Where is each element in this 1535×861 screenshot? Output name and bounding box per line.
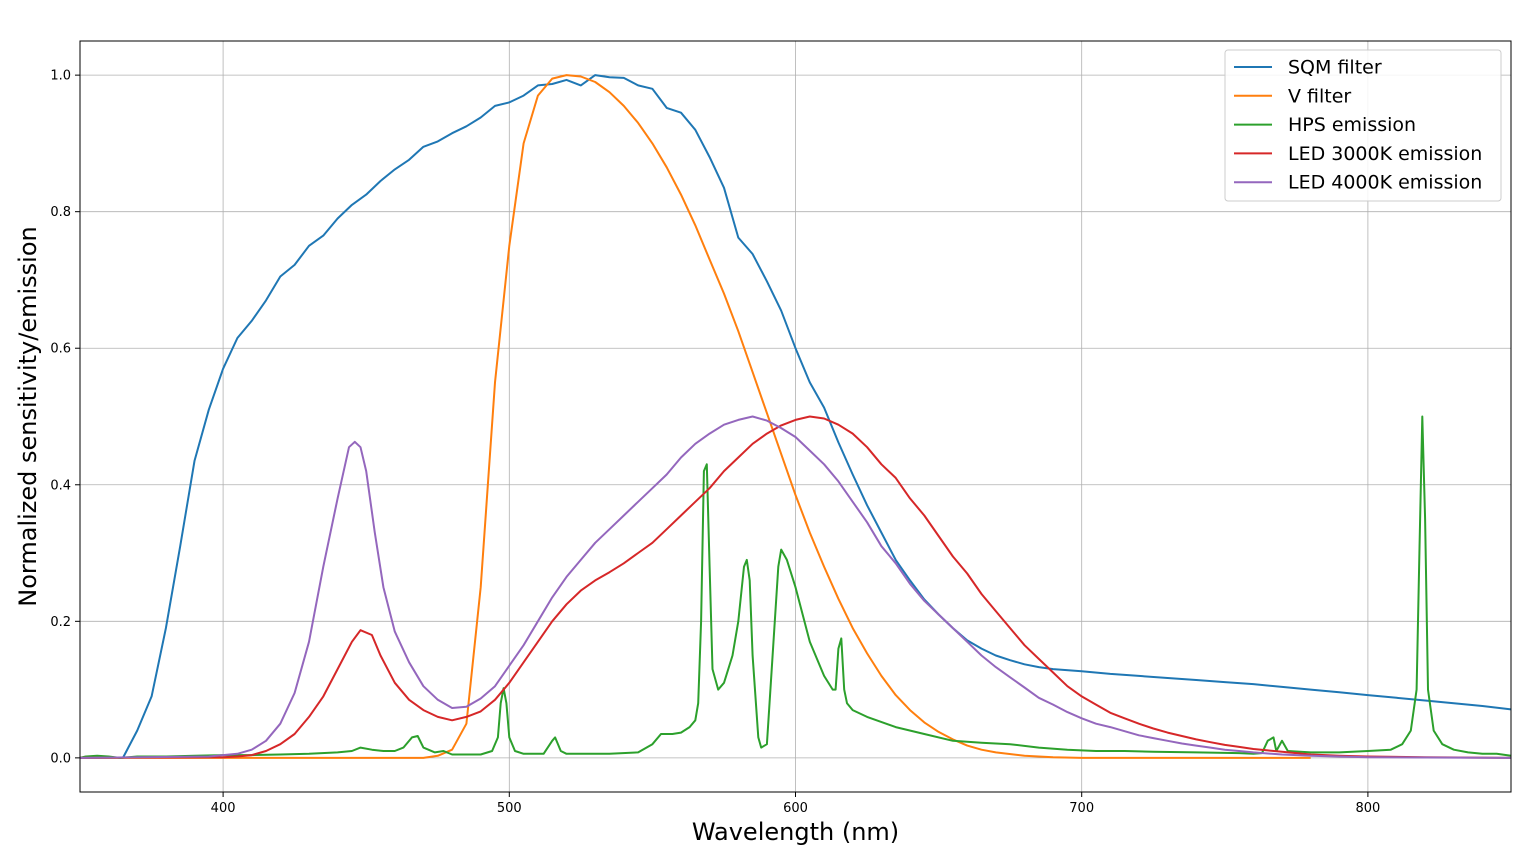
- legend-entry: HPS emission: [1288, 114, 1416, 136]
- y-tick-label: 0.0: [50, 751, 71, 766]
- series-line-led-4000k-emission: [79, 415, 1512, 759]
- y-tick-label: 0.2: [50, 615, 71, 630]
- plot-area: [79, 74, 1512, 759]
- x-tick-label: 500: [497, 801, 522, 816]
- x-tick-label: 700: [1069, 801, 1094, 816]
- x-tick-label: 800: [1355, 801, 1380, 816]
- y-tick-label: 0.6: [50, 342, 71, 357]
- x-axis-label: Wavelength (nm): [692, 818, 899, 846]
- series-line-sqm-filter: [80, 74, 1512, 759]
- series-line-v-filter: [80, 74, 1311, 759]
- legend-entry: LED 3000K emission: [1288, 143, 1482, 165]
- y-tick-label: 0.8: [50, 205, 71, 220]
- x-tick-label: 400: [211, 801, 236, 816]
- y-axis-label: Normalized sensitivity/emission: [14, 226, 42, 606]
- x-tick-label: 600: [783, 801, 808, 816]
- legend-entry: V filter: [1288, 85, 1351, 107]
- legend-entry: LED 4000K emission: [1288, 172, 1482, 194]
- legend: SQM filter V filter HPS emission LED 3000K …: [1224, 49, 1502, 202]
- y-tick-label: 0.4: [50, 478, 71, 493]
- series-line-led-3000k-emission: [79, 415, 1512, 759]
- x-axis-ticks: 400 500 600 700 800: [211, 792, 1380, 816]
- y-axis-ticks: 0.0 0.2 0.4 0.6 0.8 1.0: [50, 69, 80, 766]
- y-tick-label: 1.0: [50, 69, 71, 84]
- legend-box: [1224, 49, 1502, 202]
- series-line-hps-emission: [79, 415, 1512, 759]
- legend-entry: SQM filter: [1288, 57, 1382, 79]
